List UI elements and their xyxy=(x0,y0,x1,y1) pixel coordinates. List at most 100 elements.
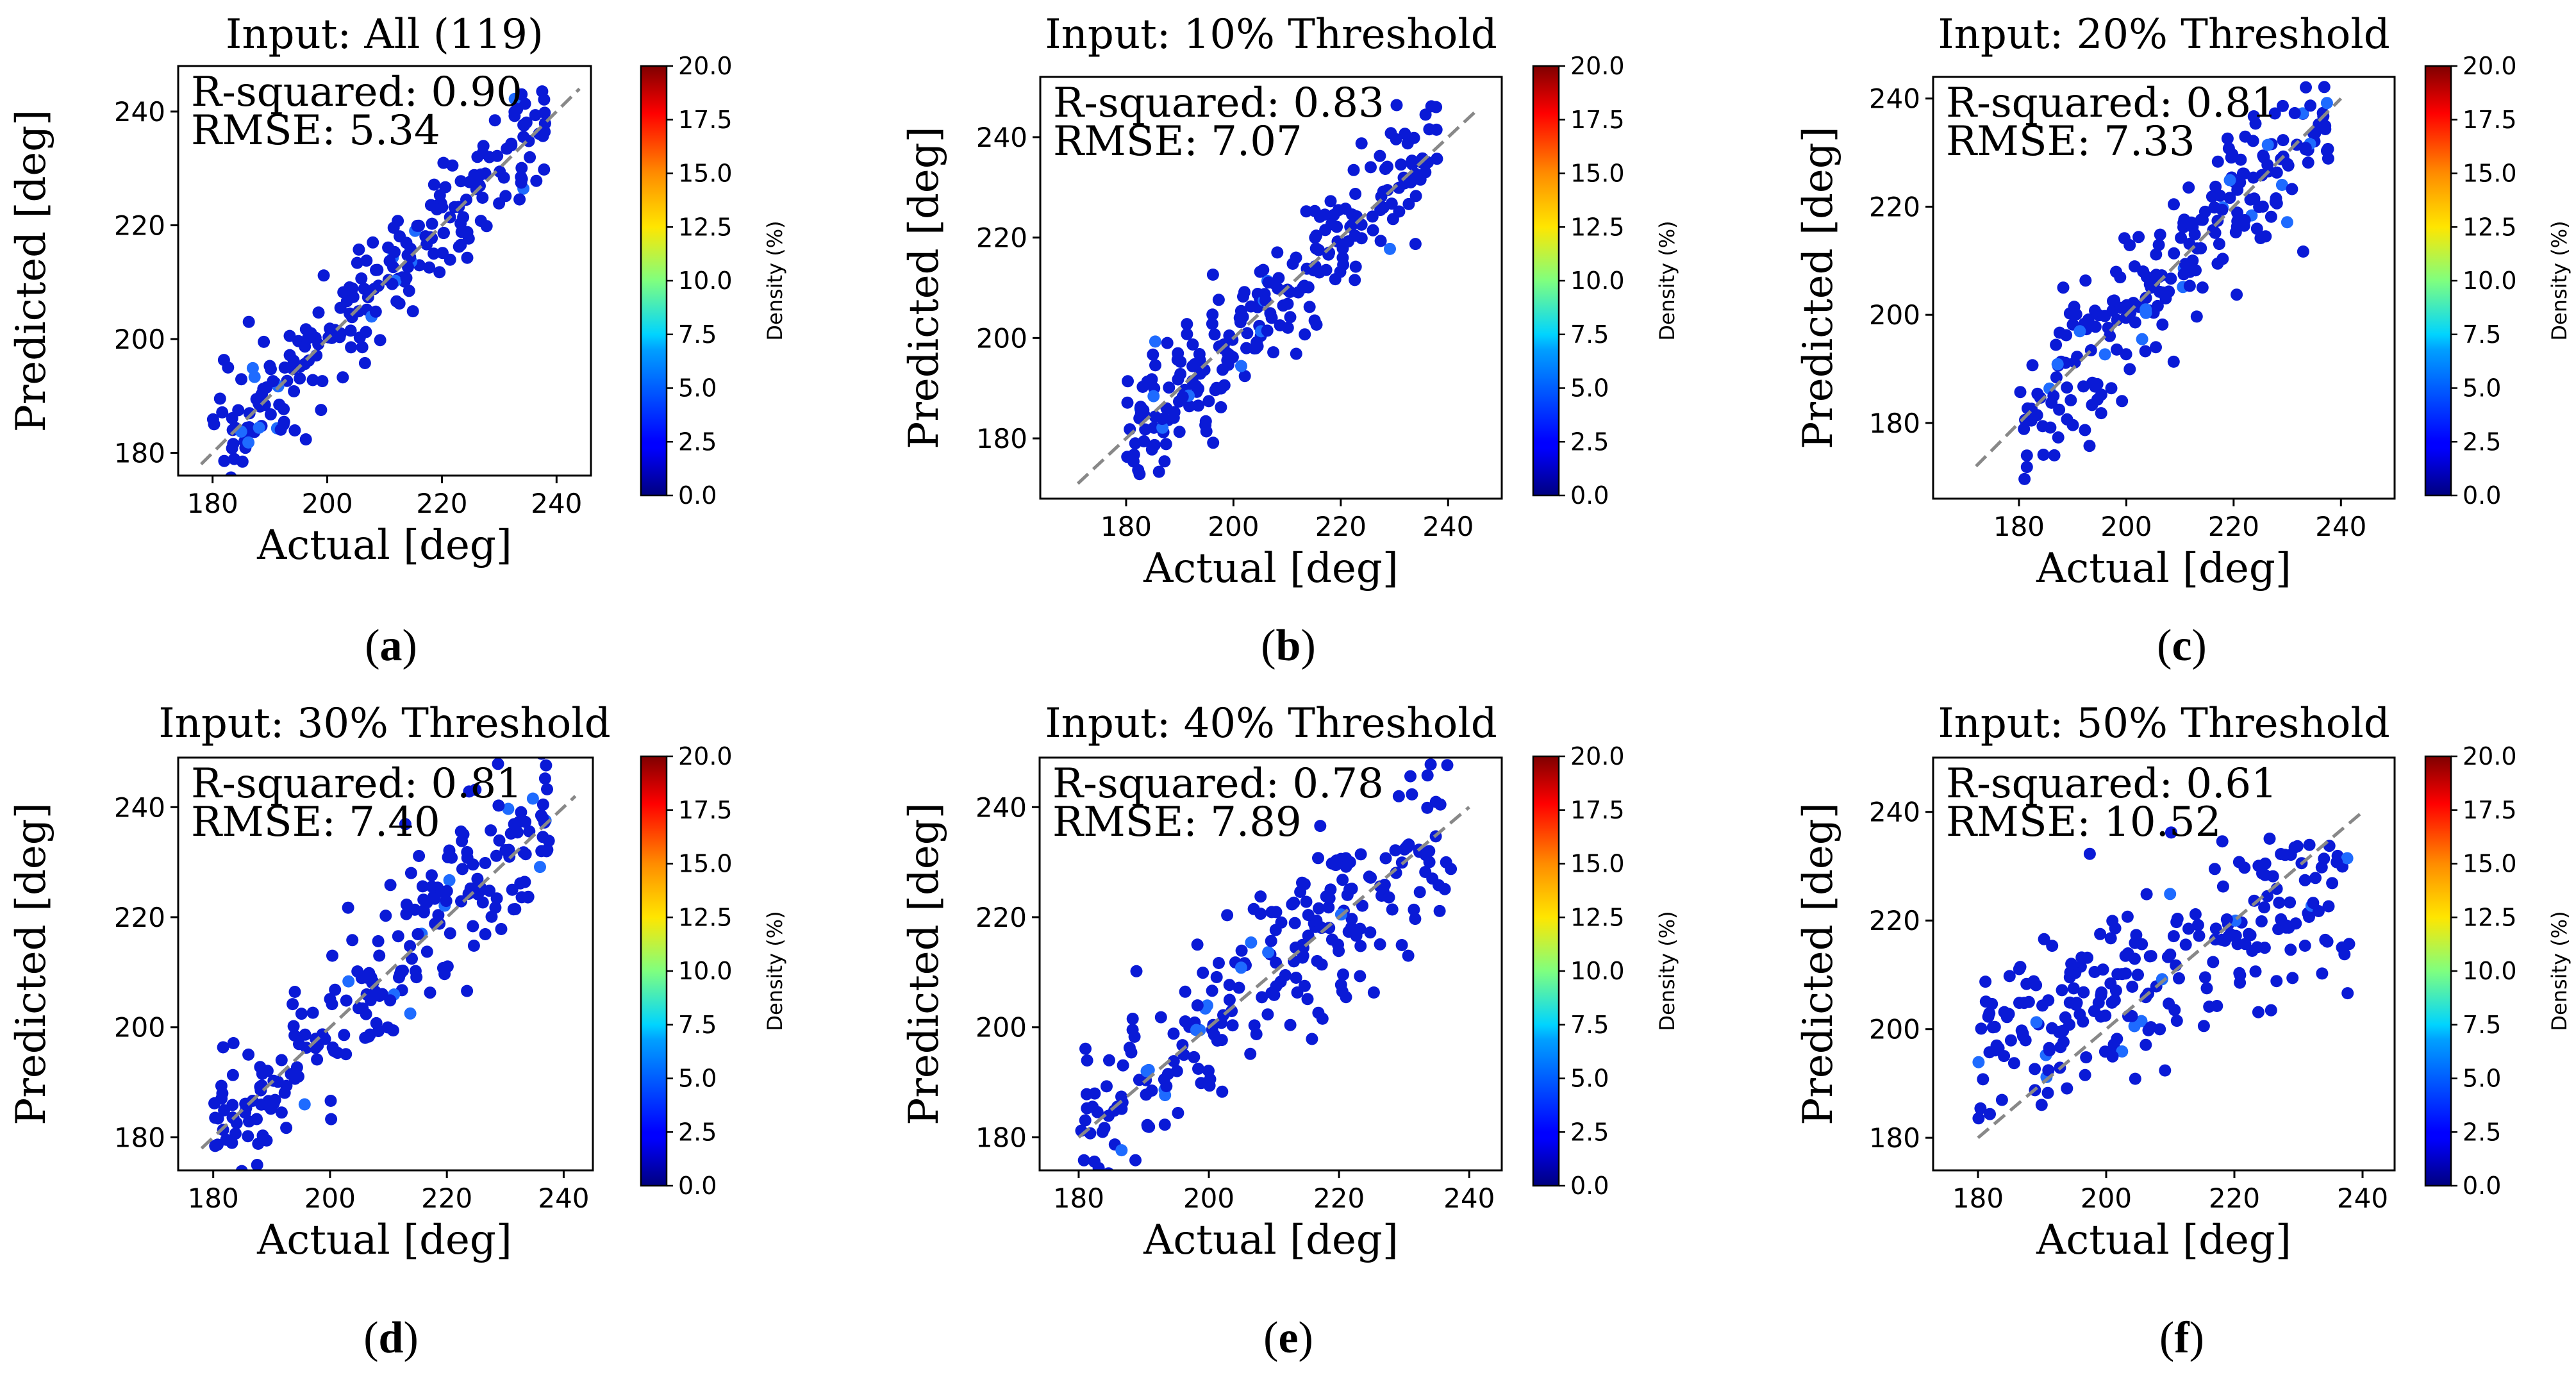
data-point xyxy=(529,109,542,122)
data-point xyxy=(1234,961,1247,974)
data-point xyxy=(2168,1004,2181,1017)
y-tick-label: 240 xyxy=(1869,83,1920,115)
data-point xyxy=(265,363,277,376)
data-point xyxy=(2043,1042,2056,1054)
data-point xyxy=(2315,63,2327,75)
data-point xyxy=(2322,900,2335,913)
data-point xyxy=(226,1068,239,1081)
data-point xyxy=(1235,360,1247,372)
data-point xyxy=(515,88,528,101)
data-point xyxy=(2220,913,2233,926)
data-point xyxy=(1355,232,1368,245)
data-point xyxy=(1208,1028,1220,1041)
rmse-annotation: RMSE: 5.34 xyxy=(191,107,440,154)
data-point xyxy=(2234,976,2247,989)
data-point xyxy=(2209,226,2222,239)
data-point xyxy=(2247,171,2260,184)
data-point xyxy=(2095,989,2107,1002)
data-point xyxy=(2284,849,2297,861)
data-point xyxy=(2168,247,2181,260)
data-point xyxy=(1212,294,1225,306)
data-point xyxy=(1404,770,1417,783)
data-point xyxy=(461,251,474,264)
colorbar-tick-label: 2.5 xyxy=(1570,1118,1609,1146)
data-point xyxy=(462,888,475,900)
data-point xyxy=(1192,399,1204,412)
data-point xyxy=(1092,1161,1105,1170)
data-point xyxy=(2244,193,2257,206)
data-point xyxy=(382,241,395,254)
data-point xyxy=(218,1104,231,1117)
data-point xyxy=(1413,886,1426,899)
data-point xyxy=(1316,1012,1329,1025)
data-point xyxy=(1995,1093,2008,1106)
data-point xyxy=(294,372,306,385)
data-point xyxy=(1385,197,1398,210)
data-point xyxy=(2316,967,2329,980)
data-point xyxy=(1129,437,1142,450)
data-point xyxy=(2056,984,2068,997)
y-axis-label: Predicted [deg] xyxy=(8,110,55,432)
data-point xyxy=(2079,274,2092,287)
data-point xyxy=(438,226,450,239)
y-tick-label: 180 xyxy=(114,1122,165,1153)
data-point xyxy=(316,375,329,388)
data-point xyxy=(2213,238,2225,251)
data-point xyxy=(1409,190,1422,203)
data-point xyxy=(2300,81,2312,94)
x-tick-label: 240 xyxy=(538,1183,589,1214)
data-point xyxy=(1261,1008,1274,1021)
data-point xyxy=(443,844,456,857)
data-point xyxy=(1408,903,1420,916)
data-point xyxy=(1160,1080,1173,1093)
data-point xyxy=(1213,957,1225,969)
data-point xyxy=(428,178,440,191)
data-point xyxy=(376,988,388,1001)
colorbar-tick-label: 7.5 xyxy=(678,1011,717,1039)
data-point xyxy=(1127,448,1140,461)
data-point xyxy=(1245,300,1258,313)
rmse-annotation: RMSE: 7.40 xyxy=(191,799,440,846)
data-point xyxy=(1337,258,1350,271)
y-axis-label: Predicted [deg] xyxy=(8,802,55,1125)
data-point xyxy=(274,423,287,436)
data-point xyxy=(2018,422,2031,435)
colorbar xyxy=(1532,755,1560,1187)
data-point xyxy=(235,373,247,386)
data-point xyxy=(2116,395,2129,408)
y-tick-label: 180 xyxy=(976,1122,1027,1153)
data-point xyxy=(1416,152,1429,165)
r-squared-annotation: R-squared: 0.61 xyxy=(1946,760,2277,808)
data-point xyxy=(2208,201,2221,214)
x-tick-label: 180 xyxy=(1993,511,2045,542)
data-point xyxy=(1096,1125,1109,1138)
data-point xyxy=(1384,127,1397,140)
data-point xyxy=(1238,286,1251,299)
data-point xyxy=(1974,1102,1987,1115)
data-point xyxy=(499,844,512,856)
data-point xyxy=(403,285,415,297)
data-point xyxy=(2116,968,2129,981)
data-point xyxy=(379,909,392,922)
data-point xyxy=(326,331,338,344)
data-point xyxy=(488,114,501,127)
chart-title: Input: 40% Threshold xyxy=(1045,700,1497,747)
data-point xyxy=(1161,336,1174,349)
data-point xyxy=(258,335,270,348)
data-point xyxy=(219,1223,231,1235)
data-point xyxy=(538,106,551,119)
colorbar xyxy=(640,65,668,497)
data-point xyxy=(1207,436,1220,449)
chart-title: Input: 10% Threshold xyxy=(1045,11,1497,58)
data-point xyxy=(1168,406,1181,419)
data-point xyxy=(2094,927,2107,940)
data-point xyxy=(2108,994,2121,1007)
data-point xyxy=(2177,268,2190,281)
data-point xyxy=(256,1067,269,1080)
colorbar-tick-label: 12.5 xyxy=(2463,213,2517,241)
data-point xyxy=(489,901,502,914)
data-point xyxy=(1399,128,1411,140)
data-point xyxy=(1340,860,1352,873)
data-point xyxy=(1972,1056,1985,1068)
